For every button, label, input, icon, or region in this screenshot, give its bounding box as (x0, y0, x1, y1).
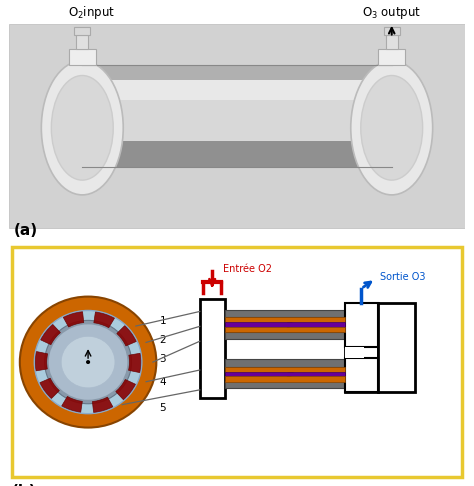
Bar (225, 331, 345, 339)
Circle shape (34, 311, 142, 414)
Bar (225, 372, 345, 376)
Wedge shape (62, 397, 82, 412)
Bar (225, 310, 345, 317)
Bar (225, 381, 345, 388)
Circle shape (20, 296, 156, 428)
Bar (345, 347, 365, 358)
Wedge shape (40, 378, 59, 399)
Wedge shape (36, 351, 47, 371)
Wedge shape (94, 312, 114, 328)
Bar (82, 100, 392, 141)
Bar (225, 317, 345, 322)
Ellipse shape (351, 61, 433, 195)
Circle shape (49, 324, 128, 400)
Bar (9, 24, 465, 228)
Circle shape (61, 336, 115, 388)
Text: Sortie O3: Sortie O3 (380, 272, 425, 282)
Bar (200, 298, 225, 398)
Bar (383, 27, 400, 35)
Bar (345, 302, 378, 392)
Bar (80, 88, 103, 167)
Bar (345, 358, 378, 392)
Bar (74, 27, 91, 35)
Wedge shape (128, 353, 141, 373)
Bar (225, 360, 345, 367)
Circle shape (45, 320, 131, 404)
Ellipse shape (361, 75, 423, 180)
Bar (345, 302, 378, 347)
Bar (76, 35, 88, 49)
Wedge shape (117, 326, 136, 346)
Text: 5: 5 (159, 403, 166, 413)
Text: 3: 3 (159, 354, 166, 364)
Circle shape (86, 360, 90, 364)
Bar (225, 376, 345, 382)
Bar (225, 322, 345, 327)
Wedge shape (41, 325, 60, 345)
Text: 1: 1 (159, 316, 166, 327)
Text: Entrée O2: Entrée O2 (222, 264, 272, 274)
Bar (82, 80, 392, 100)
Text: O$_2$input: O$_2$input (68, 4, 115, 21)
Wedge shape (64, 312, 84, 327)
Bar (225, 327, 345, 332)
Text: 4: 4 (159, 377, 166, 387)
Wedge shape (116, 380, 136, 399)
Text: (b): (b) (12, 484, 36, 486)
Text: (a): (a) (14, 224, 38, 238)
Bar (82, 65, 392, 80)
Bar (225, 366, 345, 372)
Ellipse shape (51, 75, 113, 180)
Ellipse shape (41, 61, 123, 195)
Bar (82, 141, 392, 167)
Bar (371, 88, 394, 167)
Bar (378, 302, 415, 392)
Bar (378, 49, 405, 65)
Bar (386, 35, 398, 49)
Text: 2: 2 (159, 335, 166, 346)
Wedge shape (92, 397, 113, 413)
Bar (69, 49, 96, 65)
Text: O$_3$ output: O$_3$ output (362, 5, 421, 21)
